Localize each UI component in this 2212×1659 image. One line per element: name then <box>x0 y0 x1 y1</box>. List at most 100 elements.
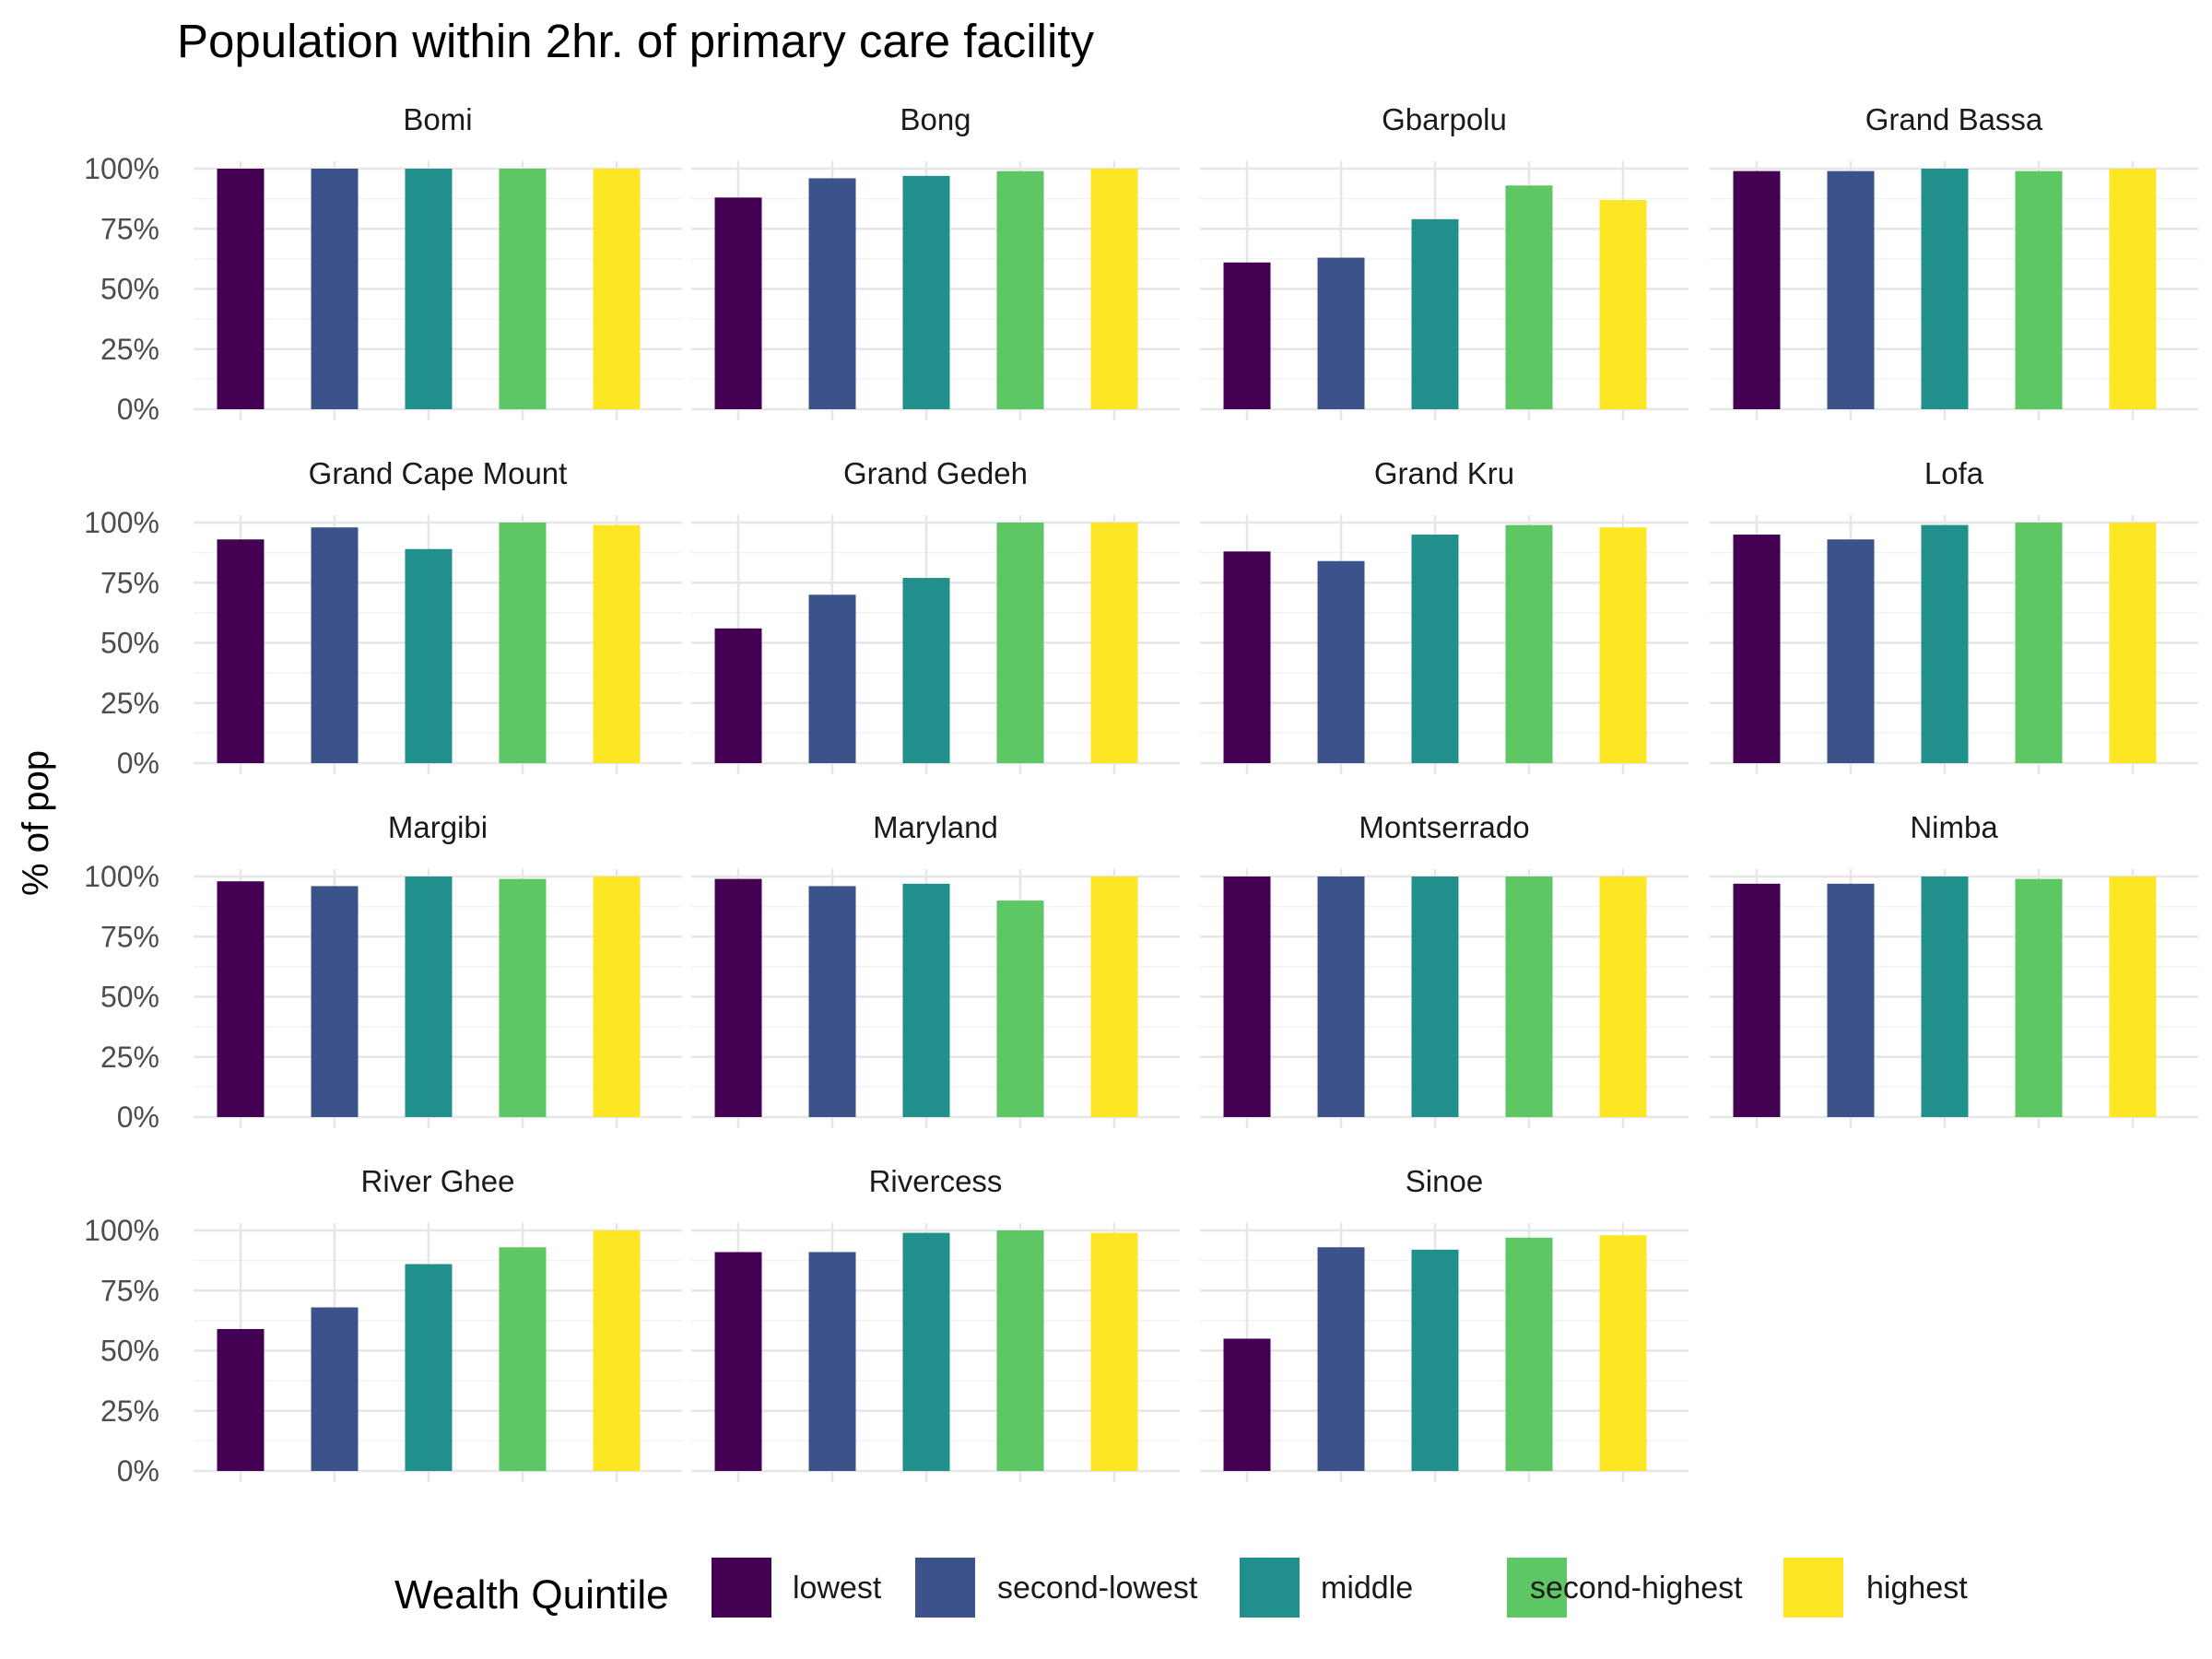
facet-panel: 0% 25% 50% 75% 100% Bomi <box>84 102 682 426</box>
facet-panel: Grand Bassa <box>1710 102 2198 420</box>
bar-lowest <box>714 628 762 763</box>
bar-second-lowest <box>311 886 359 1117</box>
bar-highest <box>1090 1232 1138 1471</box>
bar-lowest <box>217 539 265 763</box>
y-tick-label: 100% <box>84 1214 159 1247</box>
bar-lowest <box>714 1252 762 1471</box>
y-tick-label: 100% <box>84 506 159 539</box>
bar-lowest <box>714 197 762 409</box>
facet-panel: Grand Kru <box>1200 456 1688 774</box>
bar-highest <box>2109 169 2157 409</box>
y-tick-label: 25% <box>100 1394 159 1428</box>
bar-second-lowest <box>808 594 856 763</box>
bar-second-lowest <box>808 1252 856 1471</box>
bar-lowest <box>217 1329 265 1471</box>
bar-second-highest <box>1505 524 1553 763</box>
bar-second-highest <box>996 171 1044 410</box>
bar-second-highest <box>499 523 547 763</box>
facet-strip-label: Montserrado <box>1359 810 1529 844</box>
y-tick-label: 0% <box>117 1454 159 1488</box>
facet-strip-label: Grand Gedeh <box>843 456 1028 490</box>
bar-highest <box>1090 877 1138 1117</box>
facet-panel: Grand Gedeh <box>691 456 1180 774</box>
bar-highest <box>593 524 641 763</box>
legend-key-lowest <box>712 1558 771 1618</box>
bar-second-highest <box>1505 185 1553 409</box>
bar-highest <box>593 877 641 1117</box>
legend-key-middle <box>1240 1558 1300 1618</box>
bar-second-highest <box>499 169 547 409</box>
bar-middle <box>902 578 950 763</box>
bar-middle <box>1921 169 1969 409</box>
bar-second-lowest <box>311 169 359 409</box>
bar-middle <box>405 548 453 763</box>
facet-strip-label: Maryland <box>873 810 998 844</box>
facet-strip-label: Bomi <box>403 102 472 136</box>
legend-label-lowest: lowest <box>793 1571 882 1606</box>
bar-middle <box>1411 1249 1459 1471</box>
bar-highest <box>1599 1235 1647 1471</box>
bar-highest <box>2109 523 2157 763</box>
bar-highest <box>1599 877 1647 1117</box>
chart-title: Population within 2hr. of primary care f… <box>177 15 1094 67</box>
bar-second-highest <box>996 523 1044 763</box>
bar-middle <box>405 1264 453 1471</box>
facet-strip-label: Rivercess <box>869 1164 1003 1198</box>
facet-strip-label: Grand Cape Mount <box>309 456 568 490</box>
facet-strip-label: Bong <box>900 102 971 136</box>
facet-panel: Montserrado <box>1200 810 1688 1128</box>
y-tick-label: 75% <box>100 1274 159 1307</box>
bar-lowest <box>1223 1338 1271 1471</box>
facet-strip-label: Nimba <box>1910 810 1998 844</box>
facet-panel: 0% 25% 50% 75% 100% Grand Cape Mount <box>84 456 682 780</box>
bar-second-lowest <box>1317 877 1365 1117</box>
bar-second-lowest <box>1317 560 1365 763</box>
bar-lowest <box>1223 877 1271 1117</box>
bar-second-lowest <box>1317 257 1365 409</box>
bar-second-lowest <box>808 178 856 409</box>
facet-panel: Lofa <box>1710 456 2198 774</box>
bar-lowest <box>714 878 762 1117</box>
bar-second-highest <box>996 1230 1044 1471</box>
bar-second-highest <box>2015 523 2063 763</box>
bar-middle <box>1921 524 1969 763</box>
legend-label-middle: middle <box>1321 1571 1413 1606</box>
bar-second-lowest <box>1827 883 1875 1117</box>
facet-panel: Maryland <box>691 810 1180 1128</box>
facet-panel: Gbarpolu <box>1200 102 1688 420</box>
bar-middle <box>1921 877 1969 1117</box>
y-tick-label: 75% <box>100 920 159 953</box>
y-tick-label: 25% <box>100 687 159 720</box>
y-tick-label: 75% <box>100 566 159 599</box>
y-tick-label: 0% <box>117 393 159 426</box>
bar-lowest <box>1223 551 1271 763</box>
bar-second-highest <box>1505 877 1553 1117</box>
legend-key-second-highest <box>1507 1558 1567 1618</box>
bar-middle <box>1411 877 1459 1117</box>
legend-title: Wealth Quintile <box>394 1572 669 1618</box>
y-tick-label: 100% <box>84 152 159 185</box>
y-tick-label: 25% <box>100 333 159 366</box>
bar-highest <box>1090 523 1138 763</box>
legend-label-second-lowest: second-lowest <box>997 1571 1198 1606</box>
bar-second-lowest <box>808 886 856 1117</box>
facet-panel: Sinoe <box>1200 1164 1688 1482</box>
bar-second-highest <box>499 878 547 1117</box>
facet-strip-label: Lofa <box>1924 456 1984 490</box>
bar-lowest <box>1733 883 1781 1117</box>
bar-second-lowest <box>1317 1247 1365 1471</box>
bar-middle <box>902 1232 950 1471</box>
facet-strip-label: River Ghee <box>361 1164 515 1198</box>
bar-lowest <box>1733 535 1781 763</box>
facet-strip-label: Grand Kru <box>1374 456 1514 490</box>
legend: Wealth Quintile lowest second-lowest middl… <box>394 1558 1968 1618</box>
legend-key-second-lowest <box>915 1558 975 1618</box>
bar-middle <box>405 169 453 409</box>
bar-second-lowest <box>311 527 359 763</box>
legend-label-second-highest: second-highest <box>1530 1571 1743 1606</box>
bar-middle <box>405 877 453 1117</box>
bar-second-highest <box>499 1247 547 1471</box>
legend-label-highest: highest <box>1866 1571 1968 1606</box>
facet-panel: Nimba <box>1710 810 2198 1128</box>
